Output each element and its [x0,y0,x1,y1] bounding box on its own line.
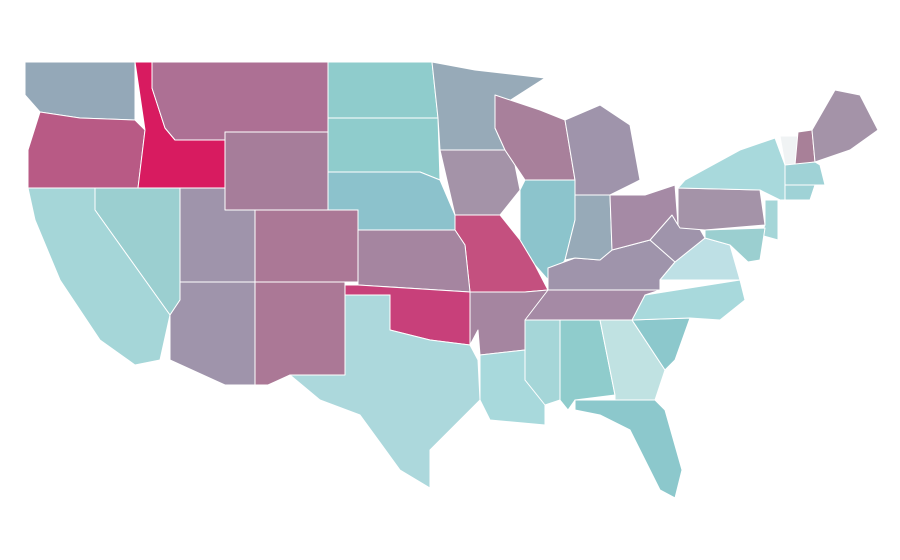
state [439,149,521,216]
state [327,61,439,119]
state [224,131,329,211]
state [677,187,766,231]
state [169,281,256,386]
state [327,117,441,181]
state [27,111,146,189]
state [784,184,816,201]
state [357,229,471,293]
state [704,227,766,263]
state [151,61,329,141]
state [24,61,136,121]
state [289,294,481,489]
state [609,184,679,251]
state [27,187,171,366]
state [574,399,683,499]
state [254,209,359,283]
state [564,104,641,196]
state [254,281,346,386]
state [784,161,826,186]
state [811,89,879,163]
